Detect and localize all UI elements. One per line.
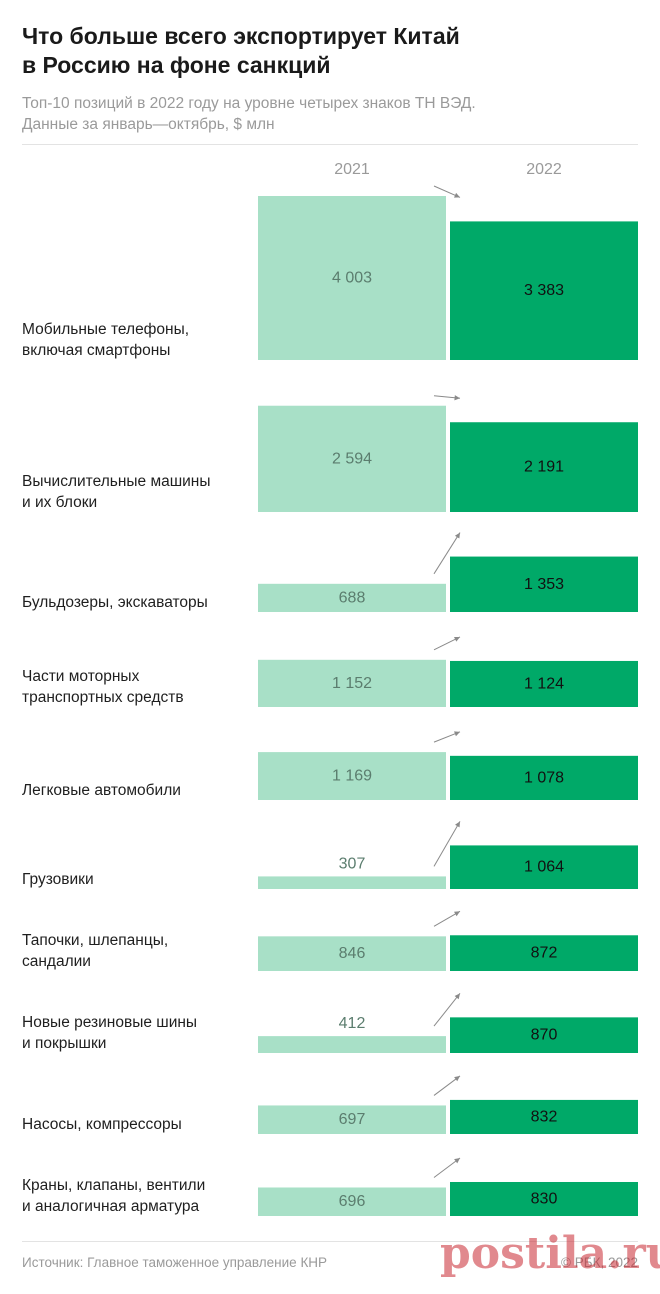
bar-2022-8: [450, 1017, 638, 1053]
trend-arrow-head-2: [454, 395, 460, 401]
bar-2022-2: [450, 422, 638, 512]
bar-2022-6: [450, 845, 638, 889]
trend-arrow-line-3: [433, 532, 461, 575]
bar-2021-7: [258, 936, 446, 971]
value-label-2021-10: 696: [339, 1193, 366, 1210]
value-label-2022-3: 1 353: [524, 576, 564, 593]
value-label-2021-4: 1 152: [332, 675, 372, 692]
trend-arrow-line-10: [433, 1157, 461, 1178]
header-divider: [22, 144, 638, 145]
category-label-7-line-1: Тапочки, шлепанцы,: [22, 932, 168, 949]
value-label-2022-2: 2 191: [524, 459, 564, 476]
title-line-1: Что больше всего экспортирует Китай: [22, 23, 460, 49]
value-label-2021-3: 688: [339, 589, 366, 606]
value-label-2021-8: 412: [339, 1015, 366, 1032]
watermark-logo: postila.ru: [440, 1228, 660, 1279]
value-label-2022-9: 832: [531, 1108, 558, 1125]
value-label-2021-2: 2 594: [332, 450, 372, 467]
bar-2021-1: [258, 196, 446, 360]
bar-2022-9: [450, 1099, 638, 1134]
bar-2022-3: [450, 556, 638, 612]
trend-arrow-head-1: [454, 192, 460, 198]
value-label-2021-1: 4 003: [332, 270, 372, 287]
trend-arrow-head-10: [454, 1157, 460, 1164]
trend-arrow-head-6: [455, 821, 460, 828]
category-label-4-line-2: транспортных средств: [22, 689, 184, 706]
value-label-2021-7: 846: [339, 945, 366, 962]
category-label-2-line-2: и их блоки: [22, 494, 97, 511]
value-label-2022-4: 1 124: [524, 675, 564, 692]
value-label-2022-1: 3 383: [524, 282, 564, 299]
subtitle-line-1: Топ-10 позиций в 2022 году на уровне чет…: [22, 95, 476, 112]
bar-2021-4: [258, 659, 446, 707]
value-label-2022-8: 870: [531, 1027, 558, 1044]
trend-arrow-line-8: [433, 993, 461, 1027]
category-label-7-line-2: сандалии: [22, 953, 91, 970]
trend-arrow-head-7: [454, 911, 460, 917]
bar-2022-7: [450, 935, 638, 971]
value-label-2022-5: 1 078: [524, 769, 564, 786]
bar-2021-8: [258, 1036, 446, 1053]
footer-divider: [22, 1241, 638, 1242]
category-label-2-line-1: Вычислительные машины: [22, 473, 211, 490]
category-label-10-line-2: и аналогичная арматура: [22, 1198, 200, 1215]
trend-arrow-head-3: [454, 532, 460, 539]
value-label-2021-5: 1 169: [332, 768, 372, 785]
bar-2022-5: [450, 755, 638, 800]
category-label-1-line-1: Мобильные телефоны,: [22, 321, 189, 338]
trend-arrow-head-4: [454, 636, 460, 642]
bar-2022-1: [450, 221, 638, 360]
source-note: Источник: Главное таможенное управление …: [22, 1255, 328, 1270]
bar-2022-4: [450, 660, 638, 707]
copyright: © РБК, 2022: [561, 1255, 638, 1270]
chart-subtitle: Топ-10 позиций в 2022 году на уровне чет…: [22, 93, 622, 135]
trend-arrow-head-8: [454, 993, 460, 1000]
category-label-8-line-2: и покрышки: [22, 1035, 106, 1052]
bar-2021-10: [258, 1187, 446, 1216]
trend-arrow-line-6: [433, 821, 461, 867]
trend-arrow-head-9: [454, 1075, 460, 1082]
category-label-5-line-1: Легковые автомобили: [22, 782, 181, 799]
value-label-2022-6: 1 064: [524, 859, 564, 876]
category-label-10-line-1: Краны, клапаны, вентили: [22, 1177, 205, 1194]
bar-2021-3: [258, 583, 446, 612]
value-label-2021-6: 307: [339, 855, 366, 872]
value-label-2021-9: 697: [339, 1111, 366, 1128]
title-line-2: в Россию на фоне санкций: [22, 52, 331, 78]
bar-2021-9: [258, 1105, 446, 1134]
bar-2021-2: [258, 405, 446, 512]
legend-year-2022: 2022: [526, 161, 562, 178]
category-label-6-line-1: Грузовики: [22, 871, 94, 888]
category-label-4-line-1: Части моторных: [22, 668, 140, 685]
legend-year-2021: 2021: [334, 161, 370, 178]
bar-2022-10: [450, 1181, 638, 1216]
trend-arrow-line-9: [433, 1075, 461, 1096]
value-label-2022-10: 830: [531, 1190, 558, 1207]
category-label-9-line-1: Насосы, компрессоры: [22, 1116, 182, 1133]
bar-2021-6: [258, 876, 446, 889]
value-label-2022-7: 872: [531, 945, 558, 962]
chart-title: Что больше всего экспортирует Китай в Ро…: [22, 22, 622, 80]
category-label-8-line-1: Новые резиновые шины: [22, 1014, 197, 1031]
subtitle-line-2: Данные за январь—октябрь, $ млн: [22, 116, 275, 133]
category-label-3-line-1: Бульдозеры, экскаваторы: [22, 594, 208, 611]
trend-arrow-head-5: [454, 731, 460, 737]
bar-2021-5: [258, 752, 446, 800]
category-label-1-line-2: включая смартфоны: [22, 342, 170, 359]
